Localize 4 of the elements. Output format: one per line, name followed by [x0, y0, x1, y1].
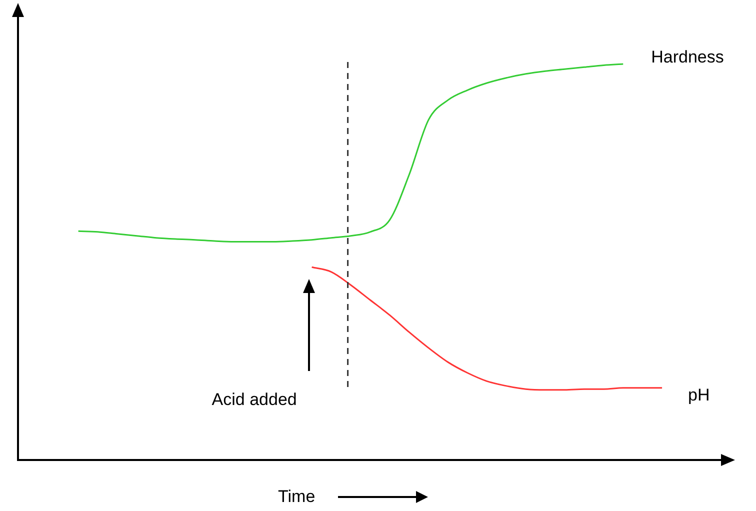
x-axis-title: Time [278, 487, 316, 507]
annotation: Acid added [212, 390, 297, 410]
series-label: pH [688, 386, 710, 405]
series-label: Hardness [651, 48, 724, 67]
